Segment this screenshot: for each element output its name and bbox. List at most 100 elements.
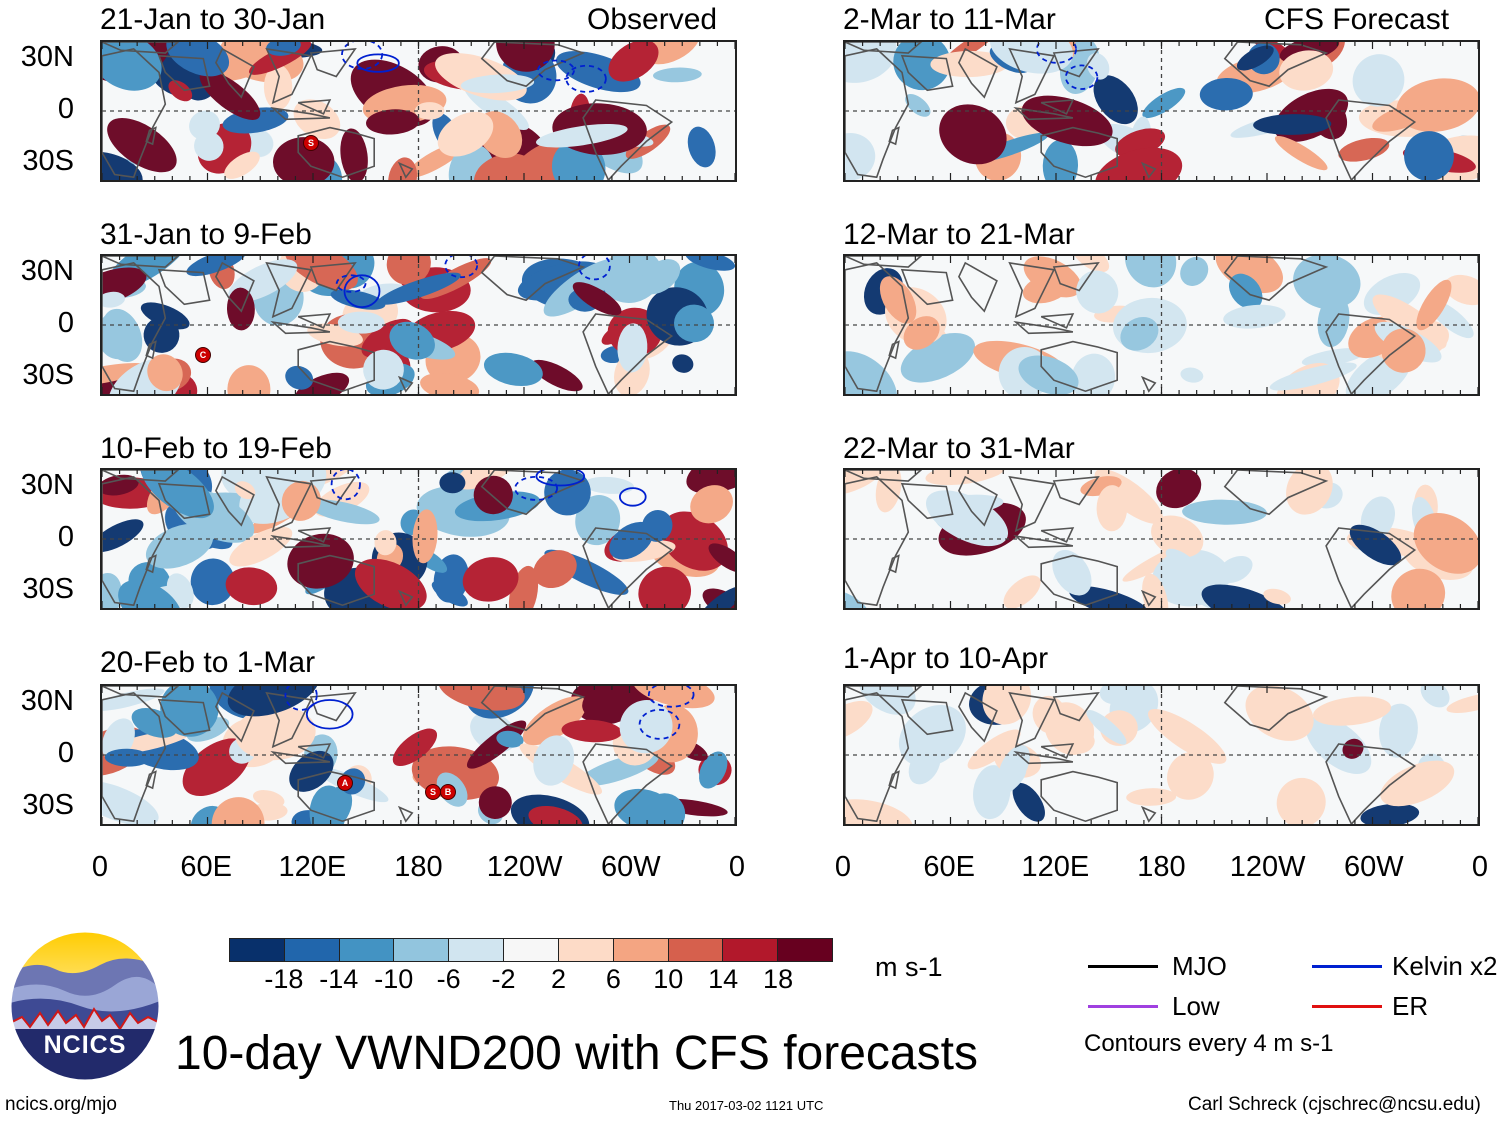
coastline	[845, 470, 923, 482]
field-blob	[845, 590, 870, 608]
author-credit: Carl Schreck (cjschrec@ncsu.edu)	[1188, 1094, 1481, 1115]
coastline	[102, 692, 167, 823]
contours-note: Contours every 4 m s-1	[1084, 1030, 1334, 1057]
field-blob	[1269, 362, 1357, 391]
field-blob	[845, 132, 876, 180]
kelvin-contour	[343, 274, 381, 309]
kelvin-contour	[335, 274, 367, 293]
lon-label: 120E	[1021, 851, 1090, 883]
field-blob	[412, 509, 438, 564]
field-blob	[1352, 54, 1405, 107]
field-blob	[653, 67, 702, 83]
field-blob	[102, 572, 122, 608]
map-panel-obs-2: C	[100, 254, 737, 396]
coastline	[214, 261, 255, 313]
field-blob	[893, 42, 951, 91]
coastline	[1052, 475, 1100, 506]
lat-label: 0	[57, 737, 74, 769]
field-blob	[528, 805, 583, 824]
field-blob	[102, 42, 162, 91]
field-blob	[1069, 586, 1150, 608]
map-field	[845, 686, 1478, 824]
field-blob	[293, 99, 341, 140]
field-blob	[614, 788, 676, 824]
coastline	[102, 262, 167, 393]
lon-label: 60E	[180, 851, 232, 883]
field-blob	[1069, 732, 1095, 754]
legend-line-mjo	[1088, 965, 1158, 968]
coastline	[265, 691, 313, 749]
field-blob	[160, 686, 219, 737]
panel-title-fc-4: 1-Apr to 10-Apr	[843, 642, 1049, 675]
field-blob	[1236, 45, 1274, 71]
field-blob	[698, 586, 735, 608]
field-blob	[533, 735, 575, 786]
field-blob	[1380, 760, 1455, 807]
coastline	[1140, 805, 1157, 823]
coastline	[145, 340, 157, 360]
lon-label: 180	[394, 851, 443, 883]
field-blob	[281, 480, 321, 521]
field-blob	[1274, 135, 1328, 171]
field-blob	[690, 485, 733, 524]
panel-title-obs-4: 20-Feb to 1-Mar	[100, 646, 316, 679]
field-blob	[939, 104, 1007, 165]
field-blob	[575, 495, 621, 546]
panel-title-fc-3: 22-Mar to 31-Mar	[843, 432, 1075, 465]
field-blob	[638, 566, 692, 608]
coastline	[1040, 527, 1075, 543]
field-blob	[143, 317, 180, 353]
coastline	[1008, 691, 1056, 749]
coastline	[1013, 107, 1074, 121]
field-blob	[263, 64, 293, 110]
coastline	[265, 47, 313, 105]
field-blob	[1052, 549, 1092, 596]
colorbar-units: m s-1	[875, 952, 943, 982]
coastline	[845, 686, 923, 698]
map-panel-fc-4	[843, 684, 1480, 826]
field-blob	[102, 780, 159, 824]
field-blob	[845, 353, 876, 394]
field-blob	[168, 80, 193, 102]
coastline	[297, 554, 376, 607]
field-blob	[1156, 470, 1202, 509]
colorbar-swatch	[230, 939, 284, 961]
kelvin-contour	[535, 470, 586, 487]
coastline	[297, 313, 332, 329]
field-blob	[460, 74, 535, 94]
field-blob	[284, 256, 358, 291]
field-blob	[617, 323, 648, 373]
map-panel-fc-2	[843, 254, 1480, 396]
field-blob	[1338, 137, 1390, 162]
coastline	[297, 126, 376, 179]
field-blob	[533, 550, 577, 589]
website-link[interactable]: ncics.org/mjo	[5, 1094, 117, 1115]
main-title: 10-day VWND200 with CFS forecasts	[175, 1027, 978, 1080]
field-blob	[226, 287, 255, 331]
kelvin-contour	[514, 475, 559, 501]
field-blob	[708, 543, 735, 573]
coastline	[888, 340, 900, 360]
coastline	[480, 470, 586, 516]
field-blob	[102, 363, 151, 387]
coastline	[214, 47, 255, 99]
field-blob	[687, 126, 716, 168]
field-blob	[1096, 485, 1128, 532]
coastline	[309, 261, 357, 292]
field-blob	[601, 322, 631, 345]
coastline	[1040, 126, 1119, 179]
coastline	[102, 476, 167, 607]
kelvin-contour	[578, 256, 611, 281]
coastline	[1008, 261, 1056, 319]
field-blob	[211, 797, 265, 824]
field-blob	[104, 748, 150, 767]
field-blob	[967, 729, 1021, 770]
field-blob	[273, 137, 335, 180]
colorbar-swatch	[393, 939, 449, 961]
coastline	[1008, 475, 1056, 533]
field-blob	[102, 267, 147, 307]
colorbar-tick-label: -2	[491, 964, 516, 994]
field-blob	[437, 111, 494, 157]
field-blob	[1003, 575, 1041, 608]
